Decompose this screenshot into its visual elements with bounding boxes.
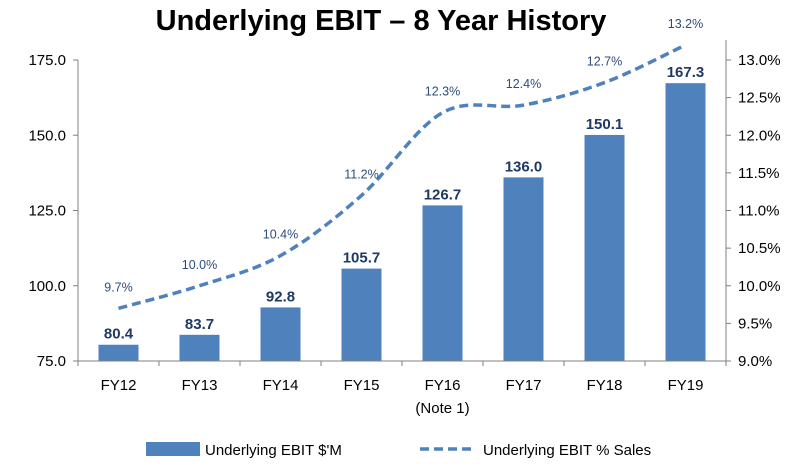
legend-bar-label: Underlying EBIT $'M bbox=[205, 442, 342, 459]
right-tick-label: 10.5% bbox=[738, 240, 781, 257]
bar-value-label: 167.3 bbox=[667, 64, 705, 81]
legend-bar-swatch bbox=[146, 442, 200, 456]
right-tick-label: 11.5% bbox=[738, 165, 779, 182]
bar-fy18 bbox=[584, 134, 625, 361]
bar-fy15 bbox=[341, 268, 382, 361]
bar-value-label: 126.7 bbox=[424, 186, 462, 203]
x-tick-label: FY18 bbox=[587, 377, 623, 394]
x-tick-label: FY17 bbox=[506, 377, 542, 394]
x-tick-label: FY12 bbox=[101, 377, 137, 394]
x-axis: FY12 FY13 FY14 FY15 FY16 (Note 1) FY17 FY18 FY19 bbox=[77, 360, 727, 417]
bar-fy16 bbox=[422, 205, 463, 361]
legend-line-label: Underlying EBIT % Sales bbox=[483, 442, 651, 459]
legend: Underlying EBIT $'M Underlying EBIT % Sa… bbox=[146, 442, 651, 459]
right-tick-label: 9.0% bbox=[738, 353, 772, 370]
right-tick-label: 13.0% bbox=[738, 52, 781, 69]
bar-value-label: 83.7 bbox=[185, 316, 214, 333]
left-tick-label: 100.0 bbox=[28, 278, 66, 295]
line-value-label: 12.3% bbox=[425, 85, 460, 99]
bar-value-label: 150.1 bbox=[586, 116, 624, 133]
bar-fy14 bbox=[260, 307, 301, 361]
bar-value-label: 105.7 bbox=[343, 250, 381, 267]
x-tick-label: FY14 bbox=[263, 377, 299, 394]
left-axis: 75.0 100.0 125.0 150.0 175.0 bbox=[28, 52, 79, 370]
ebit-percent-line bbox=[118, 43, 687, 311]
x-tick-label: FY15 bbox=[344, 377, 380, 394]
bar-fy19 bbox=[665, 83, 706, 361]
x-tick-note: (Note 1) bbox=[415, 400, 469, 417]
right-tick-label: 12.0% bbox=[738, 127, 781, 144]
line-value-label: 10.0% bbox=[182, 258, 217, 272]
right-axis: 9.0% 9.5% 10.0% 10.5% 11.0% 11.5% 12.0% 12.5% 13… bbox=[725, 40, 781, 370]
right-tick-label: 12.5% bbox=[738, 90, 781, 107]
chart-title: Underlying EBIT – 8 Year History bbox=[156, 5, 607, 37]
left-tick-label: 150.0 bbox=[28, 127, 66, 144]
line-series: 9.7% 10.0% 10.4% 11.2% 12.3% 12.4% 12.7% 13.2% bbox=[104, 17, 703, 311]
right-tick-label: 9.5% bbox=[738, 315, 772, 332]
bar-fy13 bbox=[179, 334, 220, 361]
left-tick-label: 175.0 bbox=[28, 52, 66, 69]
left-tick-label: 75.0 bbox=[37, 353, 66, 370]
bar-fy12 bbox=[98, 344, 139, 361]
right-tick-label: 11.0% bbox=[738, 203, 779, 220]
x-tick-label: FY19 bbox=[668, 377, 704, 394]
line-value-label: 11.2% bbox=[344, 167, 379, 181]
bar-fy17 bbox=[503, 177, 544, 361]
line-value-label: 12.4% bbox=[506, 77, 541, 91]
x-tick-label: FY16 bbox=[425, 377, 461, 394]
right-tick-label: 10.0% bbox=[738, 278, 781, 295]
bar-value-label: 136.0 bbox=[505, 158, 543, 175]
line-value-label: 13.2% bbox=[668, 17, 703, 31]
line-value-label: 9.7% bbox=[104, 280, 133, 294]
x-tick-label: FY13 bbox=[182, 377, 218, 394]
bar-value-label: 80.4 bbox=[104, 326, 134, 343]
bar-series: 80.4 83.7 92.8 105.7 126.7 136.0 150.1 167.3 bbox=[98, 64, 706, 361]
bar-value-label: 92.8 bbox=[266, 288, 295, 305]
line-value-label: 10.4% bbox=[263, 228, 298, 242]
line-value-label: 12.7% bbox=[587, 55, 622, 69]
left-tick-label: 125.0 bbox=[28, 203, 66, 220]
